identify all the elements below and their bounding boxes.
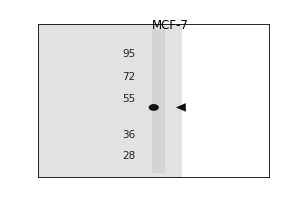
Polygon shape (176, 103, 186, 112)
Text: 72: 72 (122, 72, 135, 82)
Text: 95: 95 (122, 49, 135, 59)
Circle shape (148, 104, 159, 111)
Text: 28: 28 (122, 151, 135, 161)
Text: MCF-7: MCF-7 (152, 19, 188, 32)
Text: 55: 55 (122, 94, 135, 104)
Bar (38, 24, 182, 178)
Text: 36: 36 (122, 130, 135, 140)
Bar (152, 29, 165, 173)
